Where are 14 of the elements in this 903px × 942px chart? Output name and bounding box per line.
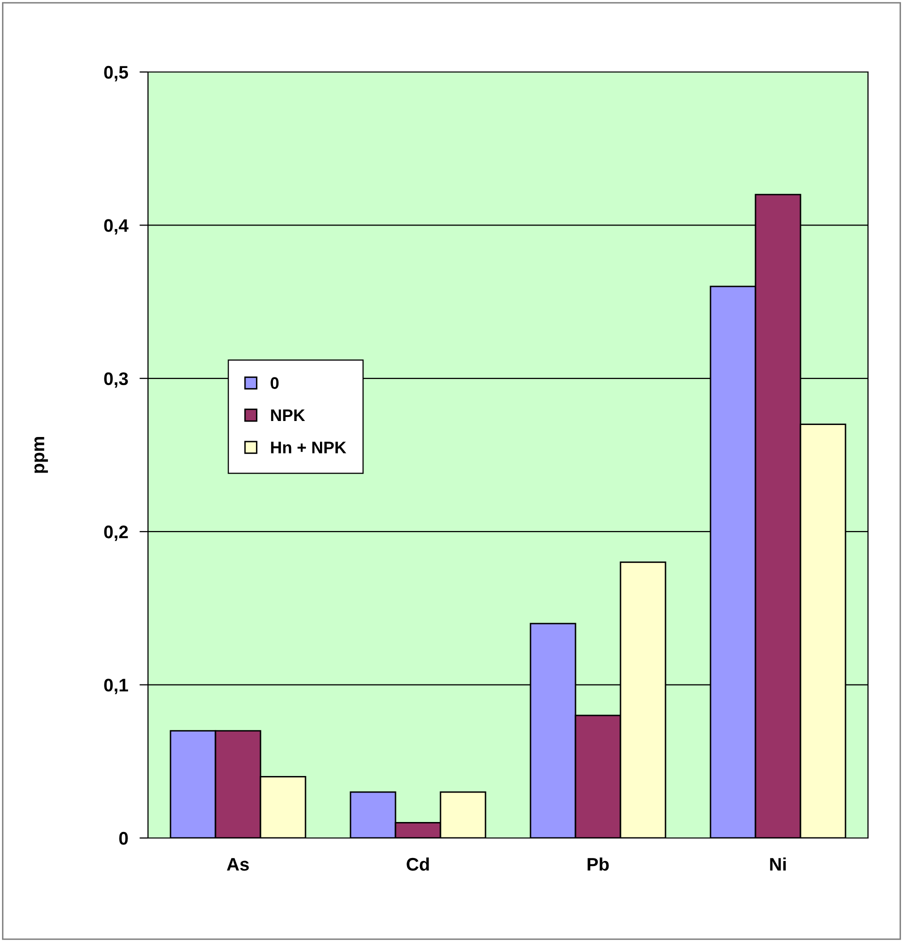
x-tick-label: Ni — [770, 857, 786, 871]
legend-label: NPK — [271, 410, 306, 422]
y-tick-label: 0,5 — [104, 66, 128, 82]
legend-label: 0 — [270, 377, 279, 389]
y-tick-label: 0,2 — [104, 526, 128, 541]
y-tick-label: 0,1 — [104, 678, 128, 694]
legend-label: Hn + NPK — [271, 442, 346, 454]
y-tick-label: 0 — [119, 832, 128, 845]
x-tick-label: Pb — [588, 857, 609, 871]
x-tick-label: As — [226, 858, 249, 871]
x-tick-label: Cd — [406, 857, 429, 871]
y-tick-label: 0,3 — [104, 372, 128, 388]
y-axis-title: ppm — [34, 437, 48, 473]
y-tick-label: 0,4 — [104, 219, 128, 235]
